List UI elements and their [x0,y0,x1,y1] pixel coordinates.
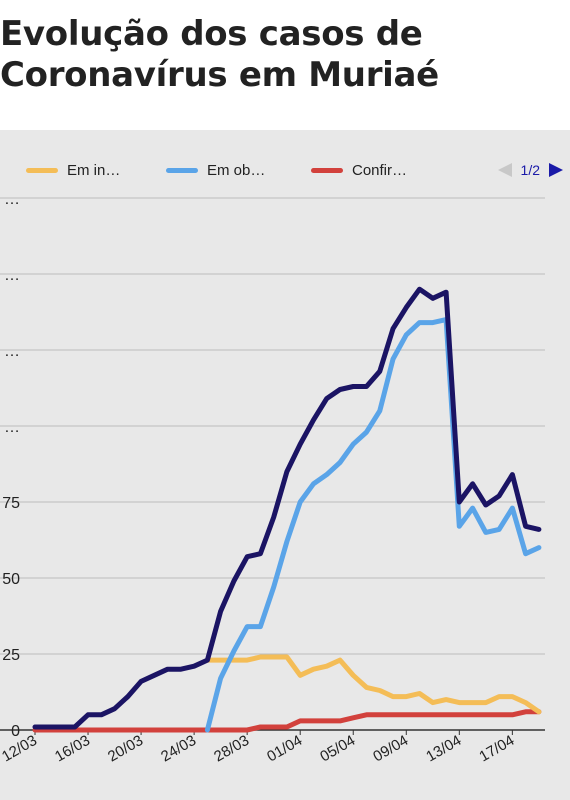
triangle-right-icon[interactable] [548,162,564,178]
x-tick-label: 20/03 [105,732,146,765]
y-tick-label: … [4,191,20,208]
series-line-1[interactable] [204,317,542,733]
y-tick-label: 25 [2,647,20,664]
x-tick-label: 09/04 [370,732,411,765]
grid-lines [0,197,545,731]
y-tick-label: … [4,267,20,284]
triangle-left-icon[interactable] [497,162,513,178]
x-tick-label: 05/04 [317,732,358,765]
y-tick-label: 50 [2,571,20,588]
x-tick-label: 28/03 [211,732,252,765]
chart-legend: Em in… Em ob… Confir… 1/2 [0,158,570,182]
legend-page-indicator: 1/2 [520,162,540,178]
x-axis-ticks: 12/03 16/03 20/03 24/03 28/03 01/04 05/04 09/04… [0,730,517,765]
x-tick-label: 17/04 [476,732,517,765]
x-tick-label: 01/04 [264,732,305,765]
series-line-2[interactable] [32,709,542,733]
chart-panel [0,130,570,800]
page-title-line-1: Evolução dos casos de [0,14,423,54]
series-line-0[interactable] [204,654,542,715]
legend-pager: 1/2 [497,158,564,182]
legend-item-em-observacao[interactable]: Em ob… [166,158,265,182]
legend-label: Em in… [67,161,121,179]
y-tick-label: 0 [11,723,20,740]
legend-swatch [26,167,58,173]
y-tick-label: … [4,419,20,436]
page-title-line-2: Coronavírus em Muriaé [0,55,439,95]
y-axis-ticks: 0 25 50 75 … … … … [2,191,20,740]
x-tick-label: 24/03 [158,732,199,765]
page-title: Evolução dos casos de Coronavírus em Mur… [0,14,570,96]
legend-swatch [166,167,198,173]
legend-swatch [311,167,343,173]
legend-item-em-investigacao[interactable]: Em in… [26,158,120,182]
y-tick-label: 75 [2,495,20,512]
series-lines [32,286,542,733]
line-chart: 0 25 50 75 … … … … 12/03 16/03 20/03 24/03 28/03 01/… [0,191,545,765]
x-tick-label: 16/03 [52,732,93,765]
x-tick-label: 13/04 [423,732,464,765]
series-line-3[interactable] [32,286,542,730]
legend-item-confirmados[interactable]: Confir… [311,158,407,182]
legend-label: Em ob… [207,161,266,179]
x-tick-label: 12/03 [0,732,40,765]
legend-label: Confir… [352,161,408,179]
y-tick-label: … [4,343,20,360]
